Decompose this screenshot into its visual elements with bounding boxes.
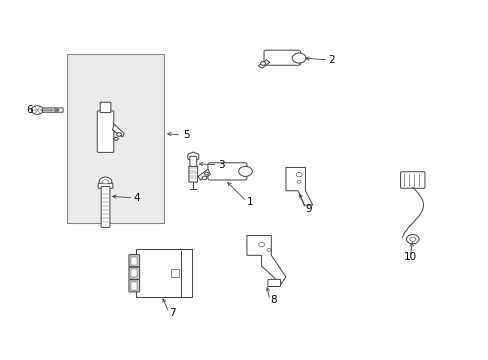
FancyBboxPatch shape (100, 102, 111, 113)
FancyBboxPatch shape (66, 54, 163, 223)
FancyBboxPatch shape (42, 108, 63, 112)
Circle shape (296, 172, 302, 177)
Polygon shape (246, 235, 285, 284)
Circle shape (260, 62, 265, 65)
Circle shape (117, 133, 122, 136)
FancyBboxPatch shape (129, 280, 140, 292)
FancyBboxPatch shape (264, 50, 300, 65)
Circle shape (31, 106, 43, 114)
FancyBboxPatch shape (98, 183, 113, 188)
Text: 5: 5 (183, 130, 190, 140)
Text: 7: 7 (168, 308, 175, 318)
Text: 2: 2 (328, 55, 334, 65)
FancyBboxPatch shape (207, 163, 246, 180)
Circle shape (202, 176, 206, 180)
FancyBboxPatch shape (170, 269, 179, 277)
Circle shape (99, 177, 112, 186)
Text: 9: 9 (305, 204, 311, 214)
FancyBboxPatch shape (101, 186, 110, 227)
Circle shape (292, 53, 305, 63)
FancyBboxPatch shape (400, 172, 424, 188)
Text: 3: 3 (217, 159, 224, 170)
FancyBboxPatch shape (188, 166, 197, 182)
FancyBboxPatch shape (131, 257, 137, 265)
Circle shape (204, 172, 208, 175)
Polygon shape (198, 169, 210, 180)
FancyBboxPatch shape (97, 111, 114, 152)
FancyBboxPatch shape (131, 269, 137, 277)
Text: 6: 6 (26, 105, 32, 115)
Text: 1: 1 (246, 197, 253, 207)
Circle shape (114, 137, 118, 140)
Text: 4: 4 (133, 193, 140, 203)
Polygon shape (112, 125, 124, 137)
Text: 10: 10 (403, 252, 416, 262)
Polygon shape (285, 167, 312, 205)
FancyBboxPatch shape (129, 255, 140, 267)
Circle shape (238, 166, 252, 176)
Text: 8: 8 (269, 295, 276, 305)
Circle shape (406, 234, 418, 244)
Circle shape (297, 180, 301, 183)
Circle shape (409, 237, 415, 241)
Circle shape (102, 180, 108, 184)
FancyBboxPatch shape (129, 267, 140, 279)
Polygon shape (187, 152, 199, 161)
Circle shape (266, 248, 270, 251)
FancyBboxPatch shape (267, 279, 280, 287)
FancyBboxPatch shape (131, 282, 137, 290)
Circle shape (258, 242, 264, 247)
FancyBboxPatch shape (136, 249, 191, 297)
Polygon shape (258, 60, 269, 68)
FancyBboxPatch shape (189, 156, 196, 168)
